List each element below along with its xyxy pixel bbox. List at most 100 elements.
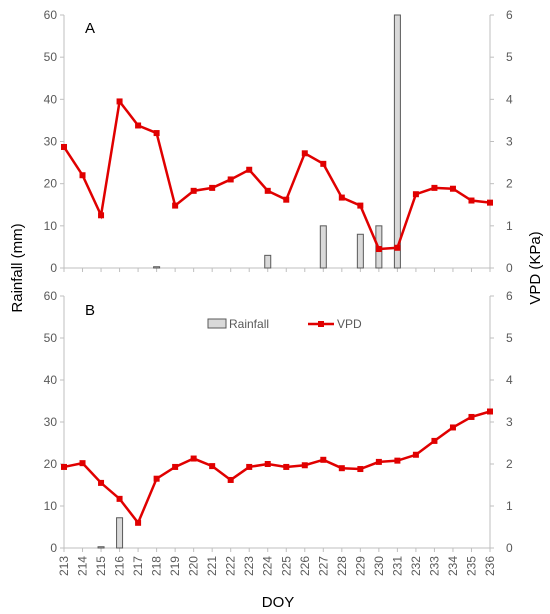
- panel-b: 0 10 20 30 40 50 60 0 1 2 3 4 5 6: [44, 289, 513, 555]
- vpd-point: [227, 176, 234, 183]
- vpd-point: [246, 463, 253, 470]
- x-tick-label: 225: [279, 556, 293, 576]
- y-tick-right-label: 1: [506, 219, 513, 233]
- vpd-point: [357, 202, 364, 209]
- y-tick-right-label: 6: [506, 8, 513, 22]
- x-tick-label: 226: [298, 556, 312, 576]
- vpd-point: [190, 187, 197, 194]
- y-tick-right-label: 3: [506, 415, 513, 429]
- vpd-point: [79, 172, 86, 179]
- x-tick-label: 230: [372, 556, 386, 576]
- vpd-point: [116, 98, 123, 105]
- x-tick-label: 215: [94, 556, 108, 576]
- y-tick-left-label: 0: [50, 541, 57, 555]
- vpd-point: [264, 187, 271, 194]
- vpd-point: [357, 466, 364, 473]
- y-tick-left-label: 20: [44, 177, 58, 191]
- y-tick-right-label: 5: [506, 50, 513, 64]
- x-axis-label: DOY: [262, 594, 295, 611]
- panel-b-letter: B: [85, 302, 95, 319]
- y-tick-left-label: 40: [44, 373, 58, 387]
- vpd-point: [209, 184, 216, 191]
- legend-vpd-label: VPD: [337, 317, 362, 331]
- x-tick-label: 218: [150, 556, 164, 576]
- vpd-point: [301, 462, 308, 469]
- vpd-point: [172, 202, 179, 209]
- vpd-point: [283, 196, 290, 203]
- y-tick-right-label: 0: [506, 261, 513, 275]
- vpd-point: [116, 495, 123, 502]
- vpd-point: [135, 519, 142, 526]
- x-tick-label: 213: [57, 556, 71, 576]
- vpd-point: [209, 463, 216, 470]
- vpd-point: [61, 143, 67, 150]
- vpd-point: [320, 456, 327, 463]
- vpd-point: [375, 458, 382, 465]
- y-tick-left-label: 40: [44, 92, 58, 106]
- vpd-point: [431, 437, 438, 444]
- vpd-point: [135, 122, 142, 129]
- x-tick-label: 217: [131, 556, 145, 576]
- x-tick-label: 223: [242, 556, 256, 576]
- vpd-point: [153, 130, 160, 137]
- y-tick-right-label: 4: [506, 92, 513, 106]
- panel-a-letter: A: [85, 20, 95, 37]
- y-tick-right-label: 2: [506, 177, 513, 191]
- vpd-point: [320, 160, 327, 167]
- y-tick-left-label: 50: [44, 50, 58, 64]
- y-tick-right-label: 4: [506, 373, 513, 387]
- vpd-point: [190, 455, 197, 462]
- x-tick-label: 234: [446, 556, 460, 576]
- vpd-point: [431, 184, 438, 191]
- panel-a: 0 10 20 30 40 50 60 0 1 2 3 4 5 6: [44, 8, 513, 275]
- vpd-point: [264, 461, 271, 467]
- x-tick-label: 227: [316, 556, 330, 576]
- vpd-point: [338, 194, 345, 201]
- vpd-point: [412, 191, 419, 198]
- vpd-point: [487, 408, 493, 415]
- vpd-point: [449, 185, 456, 192]
- x-tick-label: 220: [187, 556, 201, 576]
- vpd-point: [172, 463, 179, 470]
- y-tick-right-label: 2: [506, 457, 513, 471]
- y-tick-right-label: 0: [506, 541, 513, 555]
- vpd-point: [394, 244, 401, 251]
- x-tick-label: 221: [205, 556, 219, 576]
- vpd-point: [375, 246, 382, 253]
- x-tick-labels: 213 214 215 216 217 218 219 220 221 222 223 224 225 2…: [57, 556, 497, 576]
- vpd-point: [246, 166, 253, 173]
- x-tick-label: 229: [353, 556, 367, 576]
- vpd-point: [449, 424, 456, 431]
- vpd-point: [412, 451, 419, 458]
- vpd-point: [227, 476, 234, 483]
- x-tick-label: 224: [261, 556, 275, 576]
- vpd-line: [62, 98, 491, 251]
- vpd-point: [98, 479, 105, 486]
- y-axis-label-right: VPD (KPa): [527, 231, 544, 304]
- vpd-point: [283, 463, 290, 470]
- vpd-line: [63, 410, 491, 526]
- vpd-point: [61, 463, 67, 470]
- x-tick-label: 235: [464, 556, 478, 576]
- y-tick-left-label: 60: [44, 8, 58, 22]
- vpd-point: [79, 460, 86, 467]
- y-tick-left-label: 0: [50, 261, 57, 275]
- legend-rainfall-swatch: [207, 318, 227, 329]
- rainfall-bar: [356, 233, 364, 269]
- y-tick-right-label: 1: [506, 499, 513, 513]
- y-tick-left-label: 10: [44, 499, 58, 513]
- y-tick-right-label: 6: [506, 289, 513, 303]
- y-tick-right-label: 5: [506, 331, 513, 345]
- legend-rainfall-label: Rainfall: [229, 317, 269, 331]
- rainfall-bar: [319, 225, 327, 269]
- x-tick-label: 214: [76, 556, 90, 576]
- vpd-point: [301, 150, 308, 157]
- x-tick-label: 216: [113, 556, 127, 576]
- y-tick-left-label: 10: [44, 219, 58, 233]
- x-tick-label: 236: [483, 556, 497, 576]
- rainfall-bar: [393, 14, 401, 269]
- rainfall-bar: [153, 266, 161, 269]
- vpd-point: [394, 457, 401, 464]
- vpd-point: [153, 475, 160, 482]
